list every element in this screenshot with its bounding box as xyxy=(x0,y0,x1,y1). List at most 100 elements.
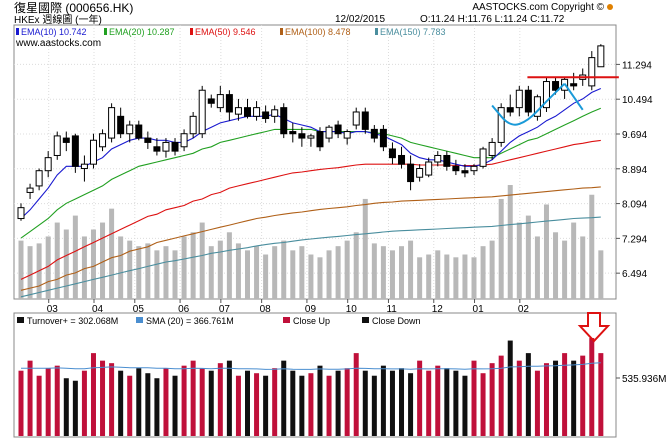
turnover-bar-down xyxy=(408,373,414,436)
ema50-line xyxy=(20,139,601,280)
candle-up xyxy=(597,45,605,68)
y-tick-label: 8.894 xyxy=(622,165,647,176)
ema50-swatch xyxy=(190,28,193,35)
ema10-swatch xyxy=(16,28,19,35)
volume-bar xyxy=(235,243,241,299)
sma-swatch xyxy=(136,317,143,323)
turnover-bar-down xyxy=(290,370,296,436)
grid-lines xyxy=(14,25,616,303)
candle-up xyxy=(180,133,188,148)
candle-up xyxy=(470,165,478,172)
turnover-bar-up xyxy=(353,353,359,436)
turnover-bar-up xyxy=(598,353,604,436)
volume-bar xyxy=(444,254,450,299)
volume-bar xyxy=(100,222,106,299)
turnover-bar-up xyxy=(471,360,477,436)
ema100-line xyxy=(20,186,601,291)
turnover-bar-up xyxy=(109,363,115,436)
y-tick-label: 11.294 xyxy=(622,60,652,71)
candle-down xyxy=(289,131,297,135)
candle-down xyxy=(62,137,70,143)
volume-bar xyxy=(380,246,386,299)
x-tick-label: 12 xyxy=(432,304,444,315)
candle-down xyxy=(361,111,369,130)
ema-lines xyxy=(20,87,602,298)
turnover-bar-up xyxy=(18,370,24,436)
x-tick-label: 04 xyxy=(92,304,104,315)
volume-bar xyxy=(245,250,250,299)
down-arrow-icon xyxy=(577,312,611,343)
candle-up xyxy=(189,115,197,135)
turnover-bar-up xyxy=(54,365,60,436)
turnover-bar-up xyxy=(498,355,504,436)
x-tick-label: 05 xyxy=(133,304,145,315)
volume-bar xyxy=(408,240,414,299)
turnover-tick-label: 535.936M xyxy=(622,374,666,385)
candle-down xyxy=(379,128,387,148)
volume-bar xyxy=(181,236,187,299)
legend-sma: SMA (20) = 366.761M xyxy=(146,316,234,326)
source-label: AASTOCKS.com Copyright © xyxy=(472,2,604,13)
volume-bar xyxy=(471,257,477,299)
volume-bar xyxy=(90,229,96,299)
candle-up xyxy=(44,157,52,172)
volume-bar xyxy=(589,194,595,299)
candle-down xyxy=(244,107,251,117)
turnover-bar-up xyxy=(181,365,187,436)
turnover-bar-down xyxy=(444,368,450,436)
candle-down xyxy=(262,111,270,120)
legend-ema50: EMA(50) 9.546 xyxy=(195,27,256,37)
candle-up xyxy=(271,109,279,117)
candle-up xyxy=(253,107,261,117)
turnover-bar-down xyxy=(399,368,405,436)
volume-bar xyxy=(335,246,341,299)
candle-down xyxy=(398,154,406,165)
turnover-bar-down xyxy=(245,370,250,436)
turnover-bar-down xyxy=(380,365,386,436)
turnover-bar-down xyxy=(172,375,178,436)
ema10-line xyxy=(20,87,602,219)
candle-up xyxy=(99,133,107,148)
turnover-bar-up xyxy=(127,375,133,436)
volume-background-bars xyxy=(18,185,604,299)
turnover-bar-up xyxy=(254,373,260,436)
legend-ema150: EMA(150) 7.783 xyxy=(380,27,446,37)
volume-bar xyxy=(435,250,441,299)
turnover-bar-up xyxy=(417,360,423,436)
candle-up xyxy=(162,141,170,152)
ohlc-label: O:11.24 H:11.76 L:11.24 C:11.72 xyxy=(420,14,565,25)
turnover-bar-down xyxy=(362,370,368,436)
turnover-bar-down xyxy=(371,375,377,436)
y-tick-label: 6.494 xyxy=(622,269,647,280)
volume-bar xyxy=(516,222,522,299)
turnover-bar-down xyxy=(462,375,468,436)
candle-up xyxy=(216,94,224,109)
y-tick-label: 7.294 xyxy=(622,234,647,245)
turnover-bar-up xyxy=(326,375,332,436)
volume-bar xyxy=(489,240,495,299)
candle-down xyxy=(207,98,215,104)
candle-up xyxy=(126,124,134,135)
volume-bar xyxy=(362,198,368,299)
turnover-bar-up xyxy=(272,368,278,436)
volume-bar xyxy=(399,246,405,299)
volume-bar xyxy=(598,250,604,299)
turnover-bar-down xyxy=(63,378,69,436)
x-tick-label: 01 xyxy=(473,304,485,315)
close-down-swatch xyxy=(362,317,369,323)
volume-bar xyxy=(353,232,359,299)
cup-arc xyxy=(491,82,566,126)
legend-close-down: Close Down xyxy=(372,316,421,326)
legend-ema20: EMA(20) 10.287 xyxy=(109,27,175,37)
handle-line xyxy=(563,83,584,111)
volume-bar xyxy=(54,222,60,299)
candle-up xyxy=(352,111,360,126)
turnover-legend: Turnover+ = 302.068M SMA (20) = 366.761M… xyxy=(17,316,421,326)
turnover-bar-down xyxy=(263,375,269,436)
watermark: www.aastocks.com xyxy=(15,38,101,49)
volume-bar xyxy=(127,240,133,299)
candle-up xyxy=(425,161,433,176)
ema100-swatch xyxy=(280,28,283,35)
candle-down xyxy=(171,141,179,152)
